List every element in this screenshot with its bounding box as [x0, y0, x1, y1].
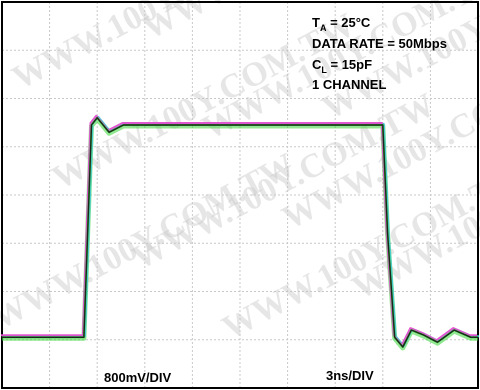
condition-load-capacitance: CL = 15pF [312, 57, 372, 75]
waveform-traces [1, 114, 479, 351]
trace-magenta [1, 114, 477, 346]
condition-temperature: TA = 25°C [312, 15, 371, 33]
condition-channels: 1 CHANNEL [312, 77, 386, 92]
trace-dark [2, 117, 478, 348]
horizontal-scale-label: 3ns/DIV [326, 368, 374, 383]
vertical-scale-label: 800mV/DIV [104, 370, 172, 385]
condition-data-rate: DATA RATE = 50Mbps [312, 36, 447, 51]
